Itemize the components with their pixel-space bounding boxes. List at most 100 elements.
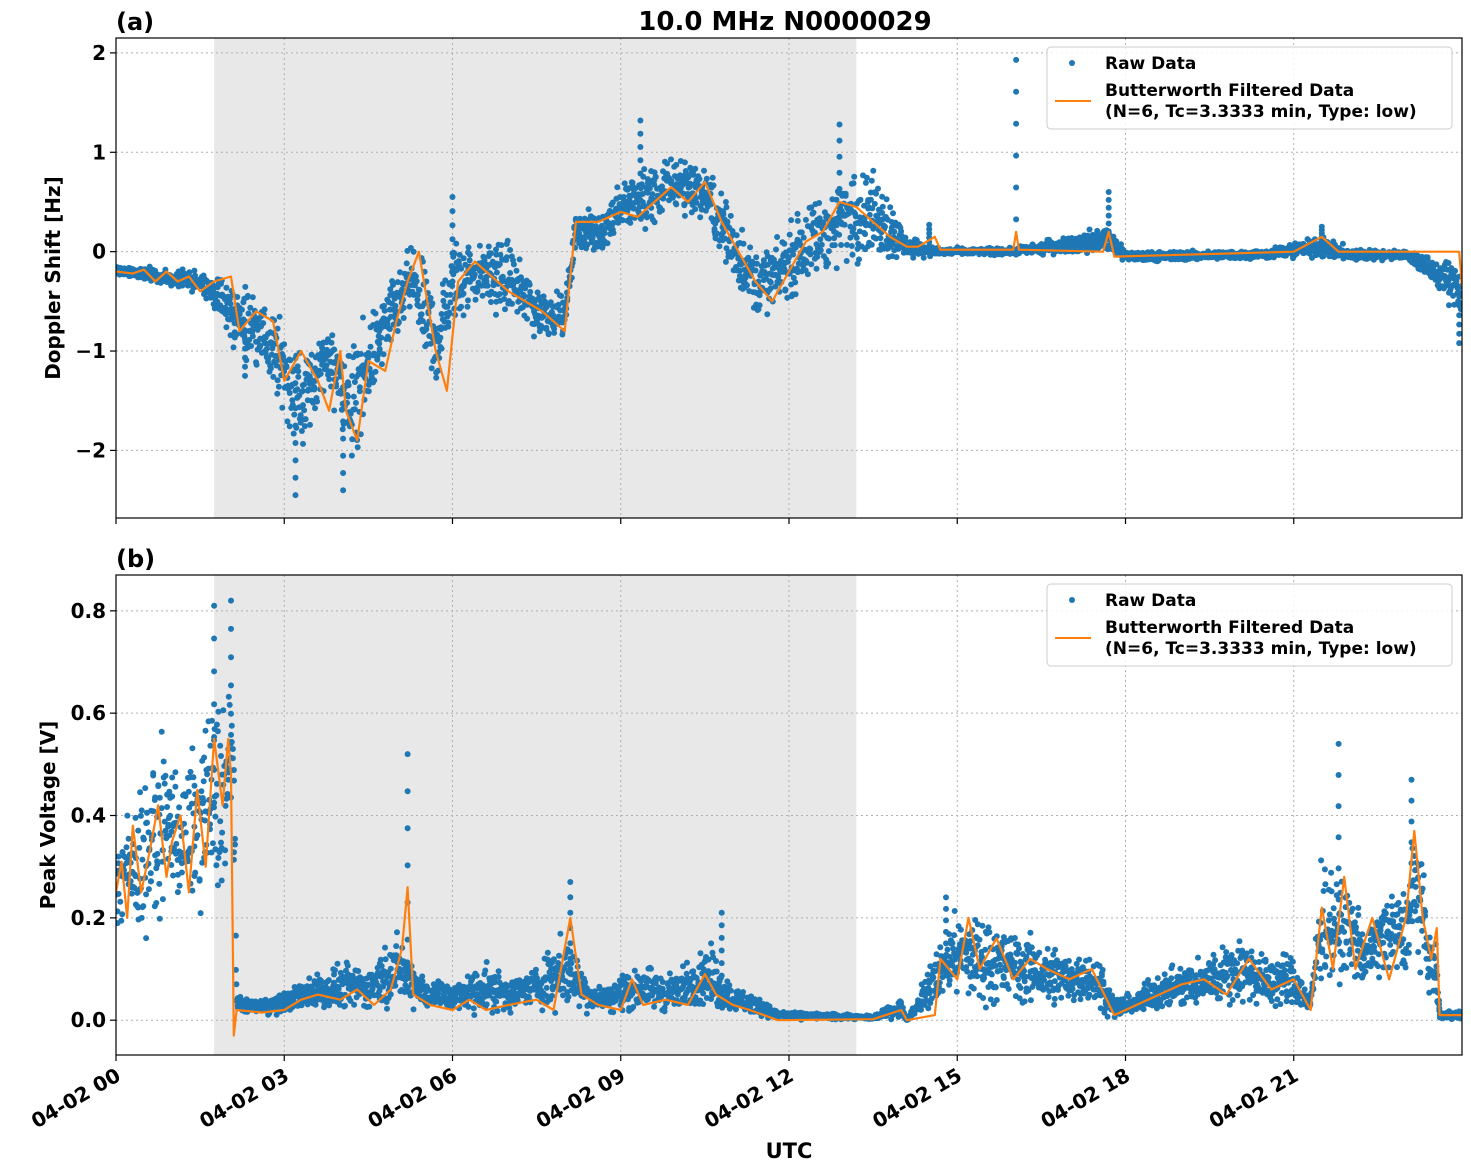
raw-data-point: [764, 311, 771, 318]
raw-data-point: [693, 199, 700, 206]
raw-data-point: [849, 251, 856, 258]
raw-data-point: [460, 290, 467, 297]
raw-data-point: [817, 247, 824, 254]
raw-data-point: [556, 952, 562, 959]
raw-data-point: [156, 915, 163, 922]
raw-data-point: [382, 956, 389, 963]
raw-data-point: [521, 293, 528, 300]
raw-data-point: [637, 157, 644, 164]
raw-data-point: [238, 306, 245, 313]
raw-data-point: [301, 381, 308, 388]
raw-data-point: [169, 774, 176, 781]
raw-data-point: [593, 223, 599, 230]
raw-data-point: [428, 365, 435, 372]
raw-data-point: [637, 117, 644, 124]
raw-data-point: [836, 231, 843, 238]
raw-data-point: [820, 219, 827, 226]
raw-data-point: [186, 269, 193, 276]
raw-data-point: [465, 244, 472, 251]
raw-data-point: [474, 287, 481, 294]
raw-data-point: [703, 175, 710, 182]
raw-data-point: [275, 383, 282, 390]
raw-data-point: [331, 407, 338, 414]
raw-data-point: [774, 234, 781, 240]
raw-data-point: [790, 251, 797, 258]
raw-data-point: [132, 814, 139, 821]
raw-data-point: [170, 872, 177, 879]
raw-data-point: [871, 200, 878, 207]
raw-data-point: [137, 789, 144, 796]
raw-data-point: [323, 362, 330, 369]
raw-data-point: [1105, 189, 1112, 195]
raw-data-point: [319, 344, 326, 351]
raw-data-point: [292, 422, 299, 429]
raw-data-point: [382, 944, 388, 951]
raw-data-point: [555, 301, 562, 308]
raw-data-point: [378, 963, 385, 969]
raw-data-point: [229, 746, 236, 752]
raw-data-point: [495, 973, 502, 980]
raw-data-point: [458, 265, 465, 272]
raw-data-point: [416, 287, 423, 293]
raw-data-point: [527, 288, 534, 295]
raw-data-point: [651, 181, 658, 188]
raw-data-point: [465, 297, 471, 304]
raw-data-point: [152, 794, 159, 801]
raw-data-point: [862, 179, 869, 186]
raw-data-point: [340, 470, 347, 476]
y-axis-label: Doppler Shift [Hz]: [41, 176, 65, 380]
raw-data-point: [176, 882, 183, 889]
raw-data-point: [167, 812, 174, 819]
raw-data-point: [811, 229, 818, 236]
raw-data-point: [201, 754, 208, 761]
raw-data-point: [140, 903, 147, 910]
raw-data-point: [147, 870, 154, 877]
raw-data-point: [376, 987, 383, 994]
raw-data-point: [772, 283, 779, 290]
raw-data-point: [397, 269, 403, 276]
raw-data-point: [583, 1010, 590, 1017]
raw-data-point: [419, 978, 426, 985]
raw-data-point: [384, 1005, 390, 1012]
raw-data-point: [804, 271, 811, 278]
raw-data-point: [223, 284, 230, 291]
raw-data-point: [471, 271, 478, 278]
raw-data-point: [1433, 261, 1440, 268]
raw-data-point: [202, 727, 209, 734]
raw-data-point: [185, 788, 192, 795]
raw-data-point: [532, 966, 539, 973]
raw-data-point: [808, 261, 815, 268]
raw-data-point: [301, 423, 308, 430]
raw-data-point: [144, 819, 150, 826]
raw-data-point: [117, 898, 124, 905]
raw-data-point: [847, 234, 854, 241]
raw-data-point: [781, 265, 788, 272]
raw-data-point: [483, 959, 490, 965]
raw-data-point: [312, 1001, 319, 1008]
raw-data-point: [158, 728, 165, 735]
raw-data-point: [890, 241, 896, 248]
raw-data-series: [116, 56, 1462, 499]
raw-data-point: [576, 1003, 583, 1010]
raw-data-point: [1456, 293, 1462, 300]
raw-data-point: [376, 340, 383, 347]
raw-data-point: [510, 261, 517, 268]
raw-data-point: [610, 1009, 617, 1016]
raw-data-point: [306, 975, 313, 982]
raw-data-point: [502, 306, 508, 313]
raw-data-point: [850, 180, 857, 187]
legend-raw-marker: [1069, 60, 1075, 66]
raw-data-point: [825, 235, 832, 242]
raw-data-point: [281, 341, 288, 348]
raw-data-point: [863, 174, 870, 181]
raw-data-point: [794, 210, 801, 217]
raw-data-point: [156, 880, 163, 887]
raw-data-point: [610, 230, 617, 236]
raw-data-point: [200, 798, 207, 805]
raw-data-point: [217, 742, 224, 749]
raw-data-point: [508, 300, 515, 307]
raw-data-point: [493, 269, 500, 276]
raw-data-point: [213, 862, 220, 869]
raw-data-point: [265, 355, 272, 362]
raw-data-point: [176, 804, 183, 811]
